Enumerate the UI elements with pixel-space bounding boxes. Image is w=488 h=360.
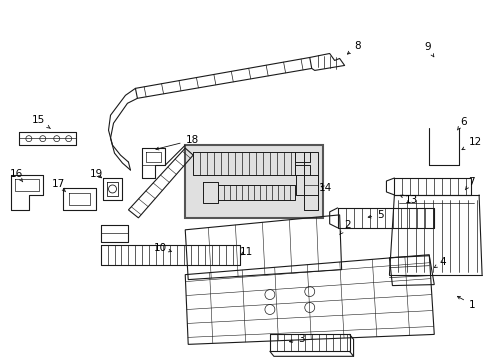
Text: 7: 7: [464, 177, 473, 190]
Text: 9: 9: [423, 41, 433, 57]
Text: 8: 8: [347, 41, 360, 54]
FancyBboxPatch shape: [185, 145, 322, 218]
Text: 16: 16: [10, 169, 23, 182]
Text: 19: 19: [90, 169, 103, 179]
Text: 4: 4: [433, 257, 446, 267]
Text: 12: 12: [461, 137, 481, 150]
Text: 13: 13: [400, 195, 417, 205]
Text: 17: 17: [52, 179, 65, 192]
Text: 6: 6: [456, 117, 466, 130]
Text: 1: 1: [456, 296, 474, 310]
Text: 3: 3: [289, 334, 305, 345]
Text: 2: 2: [339, 220, 350, 235]
Text: 10: 10: [153, 243, 171, 253]
Text: 11: 11: [239, 247, 252, 257]
Text: 5: 5: [367, 210, 383, 220]
Text: 14: 14: [318, 183, 332, 193]
Text: 15: 15: [32, 115, 50, 129]
Text: 18: 18: [156, 135, 199, 150]
